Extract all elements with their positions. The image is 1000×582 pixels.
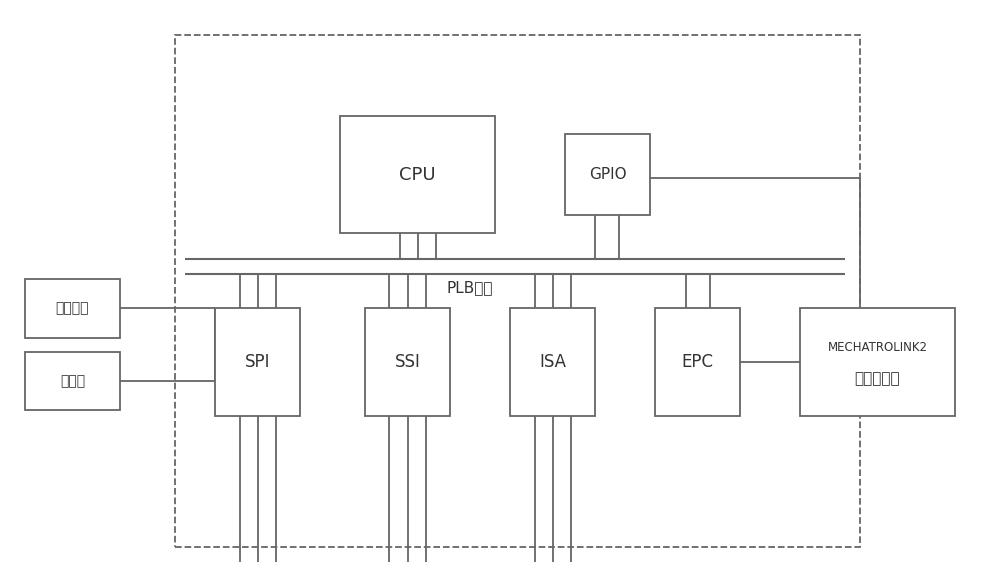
FancyBboxPatch shape (800, 308, 955, 416)
Text: SPI: SPI (245, 353, 270, 371)
Text: GPIO: GPIO (589, 167, 626, 182)
FancyBboxPatch shape (565, 134, 650, 215)
Text: 陀螺义: 陀螺义 (60, 374, 85, 388)
FancyBboxPatch shape (365, 308, 450, 416)
Text: SSI: SSI (395, 353, 420, 371)
FancyBboxPatch shape (215, 308, 300, 416)
FancyBboxPatch shape (340, 116, 495, 233)
Text: CPU: CPU (399, 166, 436, 183)
FancyBboxPatch shape (510, 308, 595, 416)
Text: EPC: EPC (682, 353, 714, 371)
Text: PLB总线: PLB总线 (447, 281, 493, 296)
Text: MECHATROLINK2: MECHATROLINK2 (828, 341, 928, 354)
Text: 加速度计: 加速度计 (56, 301, 89, 315)
FancyBboxPatch shape (655, 308, 740, 416)
FancyBboxPatch shape (25, 279, 120, 338)
Text: 总线控制块: 总线控制块 (855, 371, 900, 386)
Text: ISA: ISA (539, 353, 566, 371)
FancyBboxPatch shape (25, 352, 120, 410)
